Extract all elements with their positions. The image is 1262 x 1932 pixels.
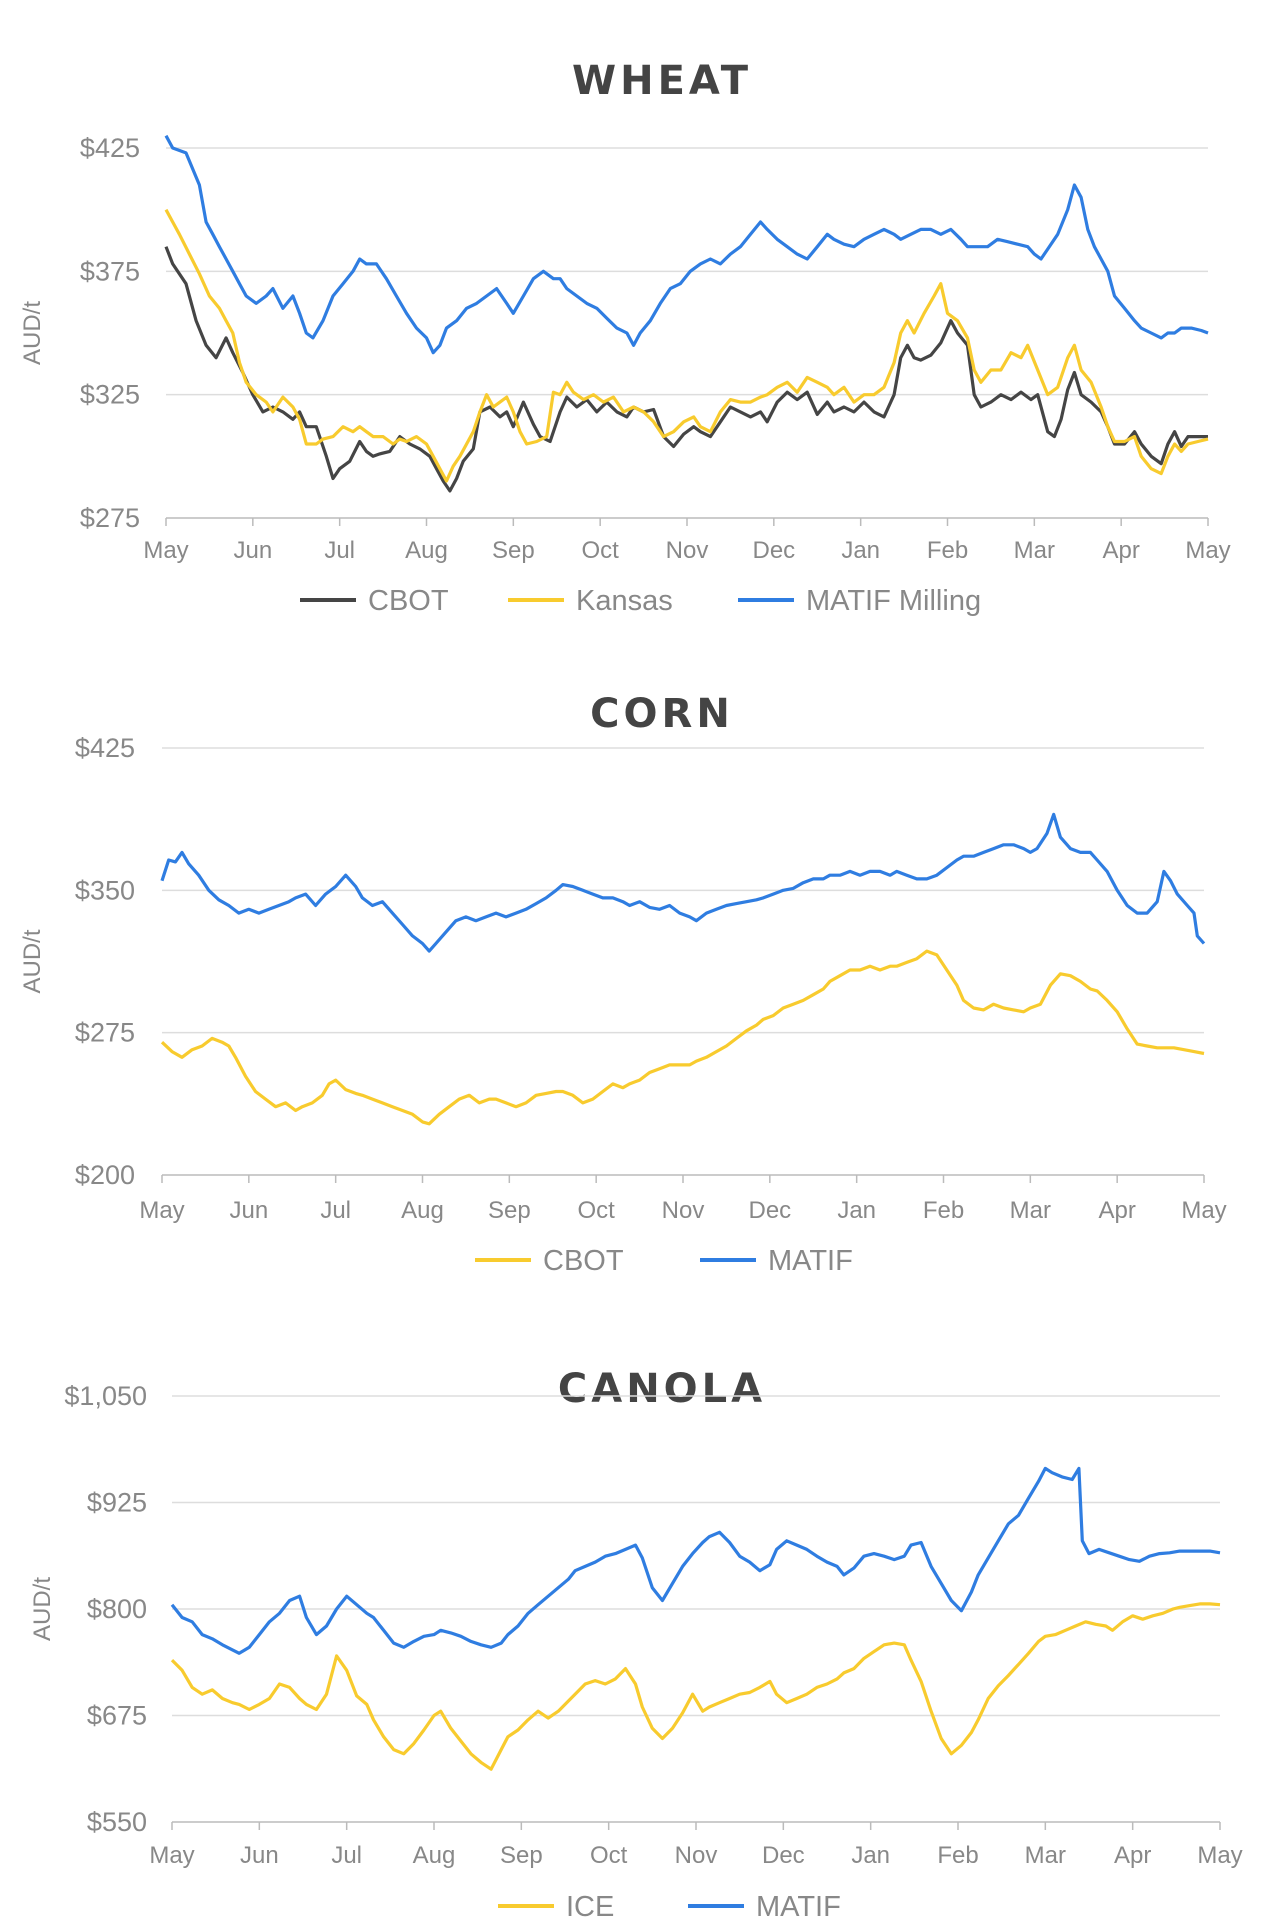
y-tick-label: $425	[75, 733, 135, 763]
wheat-series-cbot	[164, 246, 1208, 493]
x-tick-label: Feb	[923, 1197, 964, 1224]
y-tick-label: $375	[80, 256, 140, 286]
x-tick-label: Mar	[1025, 1842, 1066, 1869]
x-tick-label: Jan	[841, 537, 880, 564]
x-tick-label: May	[143, 537, 188, 564]
corn-series-cbot	[160, 949, 1205, 1126]
x-tick-label: Jul	[320, 1197, 351, 1224]
x-tick-label: Sep	[488, 1197, 531, 1224]
x-tick-label: Sep	[500, 1842, 543, 1869]
x-tick-label: May	[139, 1197, 184, 1224]
corn-chart: CORN $200 $275 $350 $425 May Jun Jul Aug Sep Oct No…	[19, 691, 1227, 1277]
corn-series-matif	[160, 812, 1206, 953]
y-tick-label: $1,050	[64, 1381, 147, 1411]
x-tick-label: Apr	[1098, 1197, 1135, 1224]
legend-label: Kansas	[576, 585, 673, 617]
y-tick-label: $275	[80, 503, 140, 533]
wheat-title: WHEAT	[572, 58, 752, 104]
legend-label: MATIF	[768, 1245, 853, 1277]
x-tick-label: Jul	[324, 537, 355, 564]
canola-title: CANOLA	[558, 1366, 766, 1412]
x-tick-label: May	[1181, 1197, 1226, 1224]
x-tick-label: Feb	[927, 537, 968, 564]
canola-series-ice	[170, 1602, 1221, 1771]
legend-label: CBOT	[543, 1245, 624, 1277]
y-tick-label: $275	[75, 1018, 135, 1048]
x-tick-label: Dec	[762, 1842, 805, 1869]
x-tick-label: Nov	[675, 1842, 718, 1869]
wheat-series-matif-milling	[164, 134, 1209, 355]
x-tick-label: Mar	[1010, 1197, 1051, 1224]
x-tick-label: Oct	[577, 1197, 615, 1224]
x-tick-label: Oct	[581, 537, 619, 564]
canola-series-matif	[170, 1466, 1221, 1655]
y-tick-label: $200	[75, 1160, 135, 1190]
y-tick-label: $350	[75, 875, 135, 905]
legend-label: MATIF Milling	[806, 585, 981, 617]
x-tick-label: Jun	[233, 537, 272, 564]
canola-chart: CANOLA $550 $675 $800 $925 $1,050 May Jun Jul Aug…	[29, 1366, 1243, 1923]
x-tick-label: Apr	[1114, 1842, 1151, 1869]
x-tick-label: Dec	[752, 537, 795, 564]
y-axis-label: AUD/t	[19, 929, 46, 993]
x-tick-label: Jun	[240, 1842, 279, 1869]
legend-label: ICE	[566, 1891, 614, 1923]
x-tick-label: Feb	[937, 1842, 978, 1869]
x-tick-label: Jan	[851, 1842, 890, 1869]
y-tick-label: $675	[87, 1701, 147, 1731]
y-tick-label: $925	[87, 1488, 147, 1518]
y-tick-label: $425	[80, 133, 140, 163]
y-tick-label: $800	[87, 1594, 147, 1624]
x-tick-label: Aug	[413, 1842, 456, 1869]
x-tick-label: May	[1185, 537, 1230, 564]
x-tick-label: Nov	[662, 1197, 705, 1224]
wheat-series-kansas	[164, 208, 1209, 483]
y-axis-label: AUD/t	[29, 1577, 56, 1641]
x-tick-label: Apr	[1102, 537, 1139, 564]
x-tick-label: May	[149, 1842, 194, 1869]
y-tick-label: $325	[80, 380, 140, 410]
x-tick-label: Mar	[1014, 537, 1055, 564]
x-tick-label: Aug	[401, 1197, 444, 1224]
x-tick-label: Jul	[331, 1842, 362, 1869]
corn-title: CORN	[590, 691, 734, 737]
legend-label: CBOT	[368, 585, 449, 617]
x-tick-label: Dec	[748, 1197, 791, 1224]
legend-label: MATIF	[756, 1891, 841, 1923]
wheat-chart: WHEAT $275 $325 $375 $425 May Jun Jul Aug Sep Oct N…	[19, 58, 1231, 617]
x-tick-label: Oct	[590, 1842, 628, 1869]
y-axis-label: AUD/t	[19, 301, 46, 365]
y-tick-label: $550	[87, 1807, 147, 1837]
x-tick-label: May	[1197, 1842, 1242, 1869]
x-tick-label: Sep	[492, 537, 535, 564]
x-tick-label: Jan	[837, 1197, 876, 1224]
x-tick-label: Jun	[229, 1197, 268, 1224]
x-tick-label: Nov	[666, 537, 709, 564]
x-tick-label: Aug	[405, 537, 448, 564]
